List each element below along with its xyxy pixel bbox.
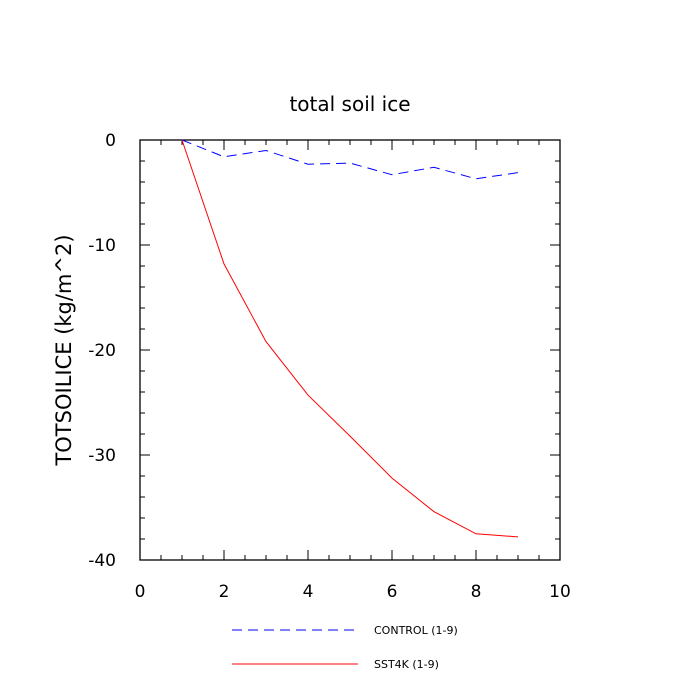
legend-label: SST4K (1-9) bbox=[374, 658, 439, 671]
y-tick-label: 0 bbox=[105, 131, 116, 151]
legend-label: CONTROL (1-9) bbox=[374, 624, 458, 637]
y-tick-label: -20 bbox=[88, 341, 116, 361]
axes: 0 2 4 6 8 10 0 -10 -20 -30 -40 bbox=[88, 131, 571, 602]
y-tick-label: -10 bbox=[88, 236, 116, 256]
y-axis-label: TOTSOILICE (kg/m^2) bbox=[52, 234, 76, 466]
y-tick-label: -40 bbox=[88, 551, 116, 571]
x-tick-label: 0 bbox=[135, 582, 146, 602]
chart-title: total soil ice bbox=[289, 92, 410, 116]
y-tick-label: -30 bbox=[88, 446, 116, 466]
legend: CONTROL (1-9) SST4K (1-9) bbox=[232, 624, 458, 671]
x-tick-label: 6 bbox=[387, 582, 398, 602]
series-line-control-1-9 bbox=[181, 139, 519, 180]
x-tick-label: 8 bbox=[471, 582, 482, 602]
series-line-sst4k-1-9 bbox=[181, 139, 519, 538]
x-tick-label: 2 bbox=[219, 582, 230, 602]
series-layer bbox=[181, 139, 519, 538]
x-tick-label: 10 bbox=[549, 582, 571, 602]
x-tick-label: 4 bbox=[303, 582, 314, 602]
